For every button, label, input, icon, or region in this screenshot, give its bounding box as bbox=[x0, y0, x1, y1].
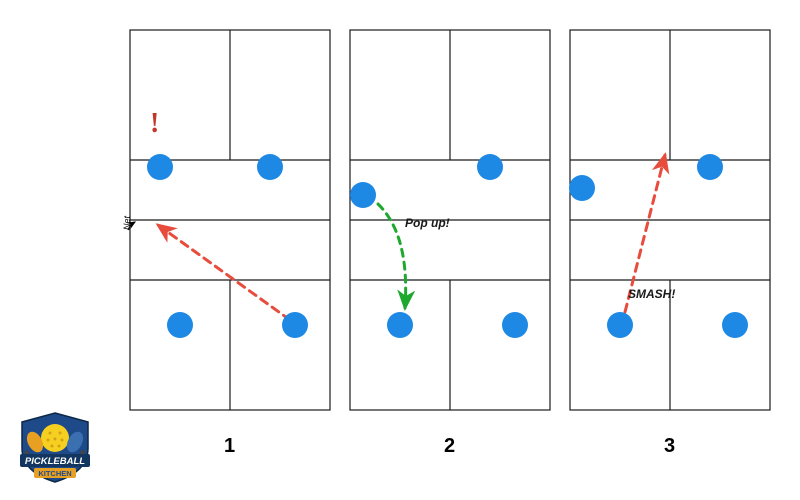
panel-label-3: 3 bbox=[664, 435, 675, 458]
panel-label-1: 1 bbox=[224, 435, 235, 458]
logo-bottom-text: KITCHEN bbox=[38, 469, 71, 478]
annotation-3: SMASH! bbox=[628, 287, 675, 301]
net-label: Net bbox=[122, 216, 132, 230]
exclaim-icon: ! bbox=[150, 108, 159, 140]
diagram-canvas bbox=[0, 0, 800, 500]
panel-label-2: 2 bbox=[444, 435, 455, 458]
annotation-2: Pop up! bbox=[405, 216, 450, 230]
pickleball-kitchen-logo: PICKLEBALL KITCHEN bbox=[10, 410, 100, 490]
logo-top-text: PICKLEBALL bbox=[25, 456, 85, 467]
